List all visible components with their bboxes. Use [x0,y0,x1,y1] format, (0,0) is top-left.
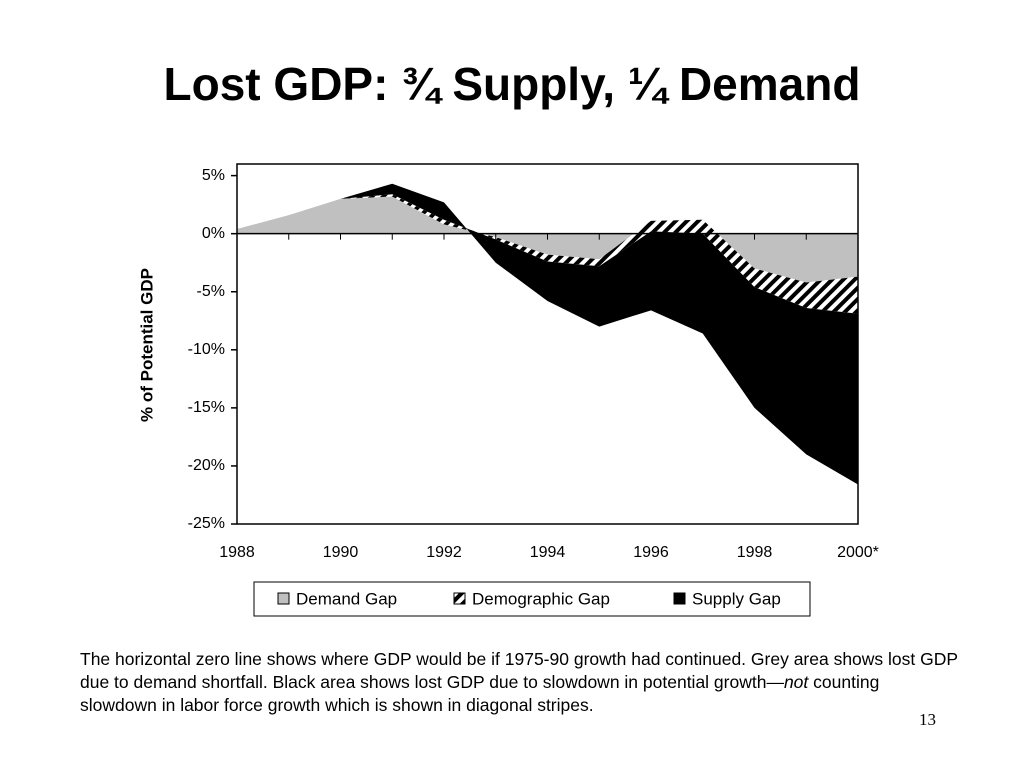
legend-label: Supply Gap [692,589,781,608]
x-tick-label: 1990 [323,544,359,561]
y-tick-label: -20% [188,457,225,474]
y-tick-label: 5% [202,167,225,184]
legend-swatch [673,592,686,605]
area [237,194,858,314]
y-tick-label: -25% [188,515,225,532]
x-tick-label: 1992 [426,544,462,561]
legend-label: Demand Gap [296,589,397,608]
y-tick-label: 0% [202,225,225,242]
y-axis-label: % of Potential GDP [137,268,156,422]
page-number: 13 [919,710,936,729]
x-tick-label: 1994 [530,544,566,561]
legend-swatch [453,592,466,605]
y-tick-label: -5% [197,283,225,300]
x-tick-label: 1996 [633,544,669,561]
note-text: counting slowdown in labor force growth … [80,672,880,715]
legend-label: Demographic Gap [472,589,610,608]
y-tick-label: -10% [188,341,225,358]
chart-title: Lost GDP: ¾ Supply, ¼ Demand [164,58,861,110]
legend-box [253,581,811,617]
note-text: The horizontal zero line shows where GDP… [80,649,958,692]
y-tick-label: -15% [188,399,225,416]
x-tick-label: 1988 [219,544,255,561]
note-emphasis: not [783,672,809,692]
plot-frame [236,163,859,525]
x-tick-label: 1998 [737,544,773,561]
footnote: The horizontal zero line shows where GDP… [80,648,960,717]
area [237,183,858,485]
chart: Lost GDP: ¾ Supply, ¼ Demand % of Potent… [137,58,879,617]
legend-swatch [277,592,290,605]
x-tick-label: 2000* [837,544,879,561]
